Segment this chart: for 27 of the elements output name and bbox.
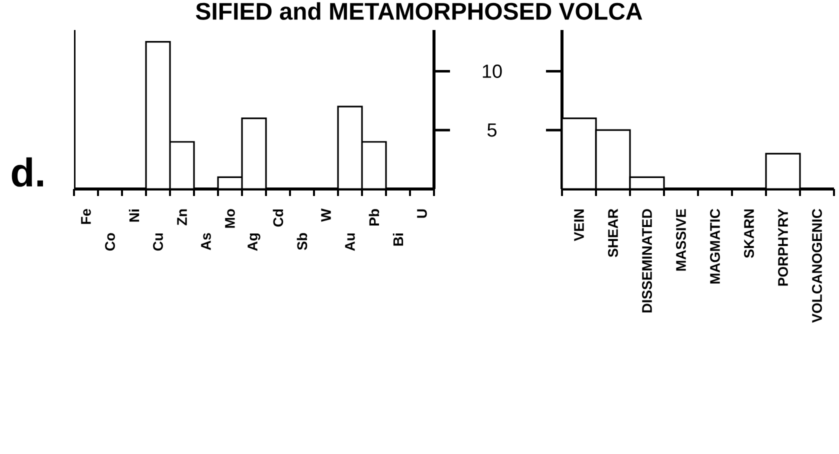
x-tick-label: U (417, 209, 427, 218)
x-tick-label: Co (105, 233, 115, 251)
y-tick-label: 10 (482, 64, 502, 78)
x-tick-label: Sb (296, 233, 308, 250)
chart-title: SIFIED and METAMORPHOSED VOLCA (196, 2, 642, 20)
x-tick-label: SHEAR (608, 208, 618, 258)
x-tick-label: Ni (128, 210, 140, 222)
x-tick-label: PORPHYRY (778, 208, 788, 286)
x-tick-label: Au (345, 233, 355, 251)
x-tick-label: MASSIVE (676, 209, 686, 271)
x-tick-label: SKARN (744, 209, 754, 258)
x-tick-label: W (321, 208, 331, 222)
x-tick-label: Mo (225, 209, 235, 228)
x-tick-label: VEIN (574, 209, 584, 242)
x-tick-label: Cd (272, 209, 284, 227)
x-tick-label: Pb (368, 209, 380, 226)
x-tick-label: VOLCANOGENIC (812, 208, 822, 323)
text: d. (12, 157, 44, 187)
x-tick-label: As (201, 233, 211, 250)
y-tick-label: 5 (487, 123, 496, 137)
x-tick-label: Cu (153, 233, 163, 251)
x-tick-label: DISSEMINATED (642, 209, 652, 312)
x-tick-label: MAGMATIC (710, 208, 720, 284)
x-tick-label: Zn (177, 209, 187, 226)
x-tick-label: Ag (248, 233, 260, 251)
x-tick-label: Bi (392, 234, 404, 246)
x-tick-label: Fe (81, 209, 91, 224)
